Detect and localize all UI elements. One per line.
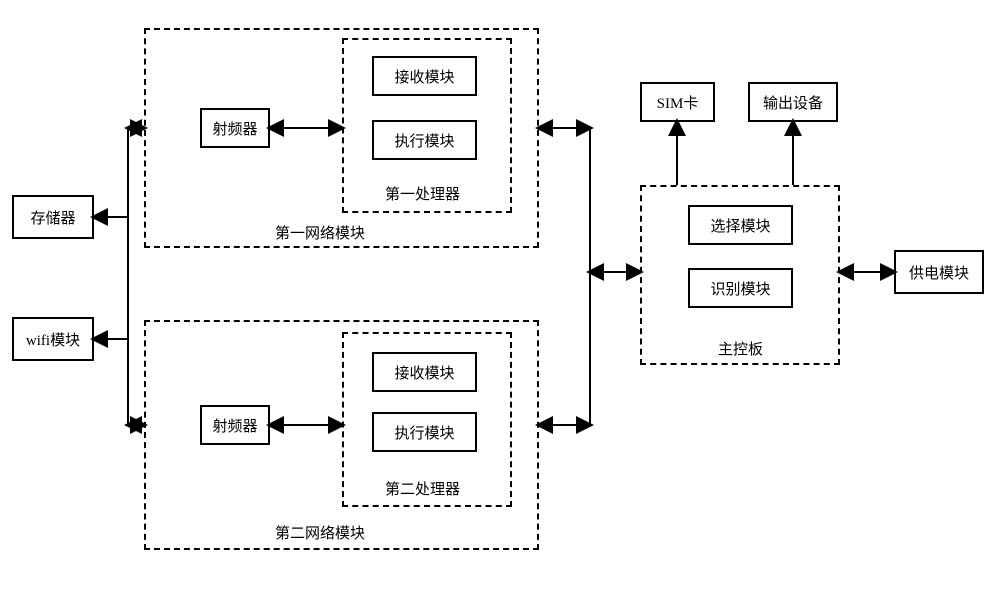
power-label: 供电模块	[909, 262, 969, 283]
rf1-label: 射频器	[212, 118, 257, 139]
proc1-label: 第一处理器	[385, 183, 460, 204]
select-box: 选择模块	[688, 205, 793, 245]
rf1-box: 射频器	[200, 108, 270, 148]
rf2-box: 射频器	[200, 405, 270, 445]
output-label: 输出设备	[763, 92, 823, 113]
sim-label: SIM卡	[657, 92, 699, 113]
recv2-label: 接收模块	[394, 362, 454, 383]
ident-label: 识别模块	[710, 278, 770, 299]
storage-box: 存储器	[12, 195, 94, 239]
output-box: 输出设备	[748, 82, 838, 122]
ident-box: 识别模块	[688, 268, 793, 308]
recv1-label: 接收模块	[394, 66, 454, 87]
wifi-label: wifi模块	[26, 329, 80, 350]
sim-box: SIM卡	[640, 82, 715, 122]
exec1-label: 执行模块	[394, 130, 454, 151]
net2-label: 第二网络模块	[275, 522, 365, 543]
exec1-box: 执行模块	[372, 120, 477, 160]
recv1-box: 接收模块	[372, 56, 477, 96]
storage-label: 存储器	[30, 207, 75, 228]
recv2-box: 接收模块	[372, 352, 477, 392]
net1-label: 第一网络模块	[275, 222, 365, 243]
exec2-box: 执行模块	[372, 412, 477, 452]
rf2-label: 射频器	[212, 415, 257, 436]
wifi-box: wifi模块	[12, 317, 94, 361]
power-box: 供电模块	[894, 250, 984, 294]
proc2-label: 第二处理器	[385, 478, 460, 499]
main-label: 主控板	[718, 338, 763, 359]
exec2-label: 执行模块	[394, 422, 454, 443]
select-label: 选择模块	[710, 215, 770, 236]
